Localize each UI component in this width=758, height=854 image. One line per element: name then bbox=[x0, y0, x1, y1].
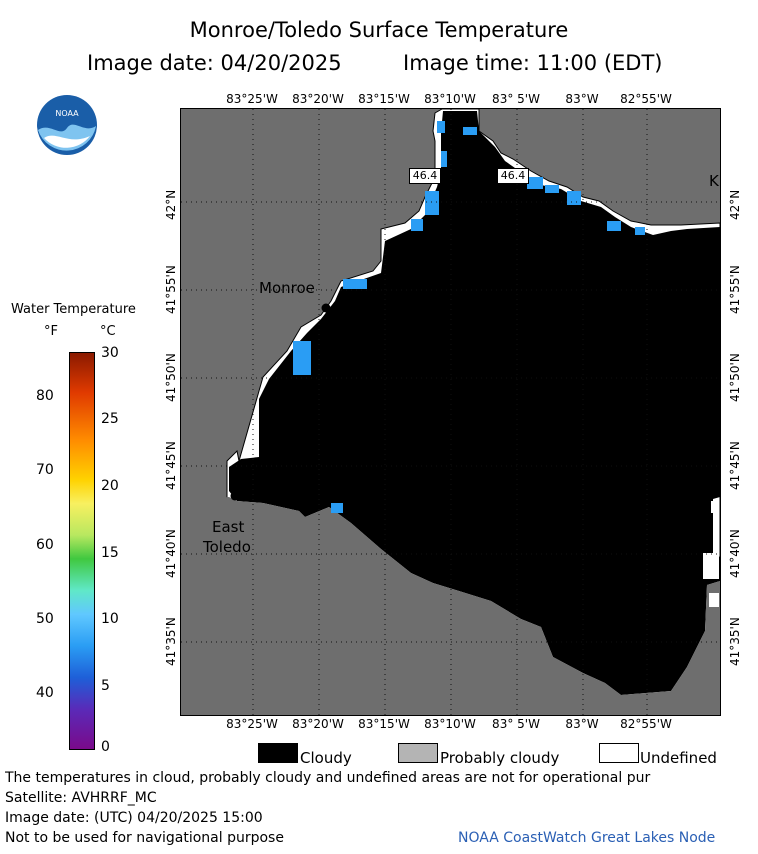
lon-tick-top: 83°15'W bbox=[358, 92, 410, 106]
legend-swatch-probably-cloudy bbox=[398, 743, 438, 763]
legend-label-probably-cloudy: Probably cloudy bbox=[440, 749, 560, 767]
monroe-marker bbox=[321, 303, 331, 313]
lat-tick-right: 42°N bbox=[728, 189, 742, 220]
water-pixel bbox=[411, 219, 423, 231]
colorbar-unit-c: °C bbox=[100, 324, 116, 339]
undefined-pixel bbox=[711, 501, 719, 513]
undefined-pixel bbox=[703, 553, 719, 579]
water-pixel bbox=[425, 191, 439, 215]
lon-tick-top: 83°20'W bbox=[292, 92, 344, 106]
noaa-logo-text: NOAA bbox=[55, 109, 79, 118]
lon-tick-bottom: 82°55'W bbox=[620, 717, 672, 731]
lat-tick-left: 41°35'N bbox=[164, 617, 178, 666]
c-tick-5: 5 bbox=[101, 678, 110, 694]
water-pixel bbox=[527, 177, 543, 189]
footer-disclaimer: The temperatures in cloud, probably clou… bbox=[5, 770, 651, 786]
footer-satellite: Satellite: AVHRRF_MC bbox=[5, 790, 157, 806]
f-tick-40: 40 bbox=[36, 685, 54, 701]
legend-label-cloudy: Cloudy bbox=[300, 749, 352, 767]
water-pixel bbox=[441, 151, 447, 167]
lat-tick-right: 41°40'N bbox=[728, 529, 742, 578]
page-title: Monroe/Toledo Surface Temperature bbox=[189, 18, 569, 42]
lon-tick-top: 83° 5'W bbox=[492, 92, 540, 106]
water-pixel bbox=[607, 221, 621, 231]
water-pixel bbox=[437, 121, 445, 133]
lon-tick-top: 83°25'W bbox=[226, 92, 278, 106]
c-tick-30: 30 bbox=[101, 345, 119, 361]
legend-swatch-undefined bbox=[599, 743, 639, 763]
lon-tick-bottom: 83°15'W bbox=[358, 717, 410, 731]
cloud-area bbox=[229, 111, 720, 695]
colorbar-unit-f: °F bbox=[44, 324, 58, 339]
image-time: Image time: 11:00 (EDT) bbox=[403, 51, 663, 75]
f-tick-60: 60 bbox=[36, 537, 54, 553]
place-label-east: East bbox=[212, 518, 245, 536]
lon-tick-top: 83°W bbox=[565, 92, 599, 106]
image-date: Image date: 04/20/2025 bbox=[87, 51, 342, 75]
colorbar-title: Water Temperature bbox=[11, 302, 136, 317]
colorbar-gradient bbox=[69, 352, 95, 750]
water-pixel bbox=[545, 185, 559, 193]
c-tick-25: 25 bbox=[101, 411, 119, 427]
footer-nav-warning: Not to be used for navigational purpose bbox=[5, 830, 284, 846]
f-tick-50: 50 bbox=[36, 611, 54, 627]
lat-tick-right: 41°45'N bbox=[728, 441, 742, 490]
water-pixel bbox=[635, 227, 645, 235]
lon-tick-top: 83°10'W bbox=[424, 92, 476, 106]
legend-swatch-cloudy bbox=[258, 743, 298, 763]
lon-tick-bottom: 83°25'W bbox=[226, 717, 278, 731]
noaa-logo: NOAA bbox=[36, 94, 98, 156]
map-frame bbox=[180, 108, 721, 716]
water-pixel bbox=[343, 279, 367, 289]
water-pixel bbox=[293, 341, 311, 375]
footer-credit: NOAA CoastWatch Great Lakes Node bbox=[458, 830, 716, 846]
c-tick-0: 0 bbox=[101, 739, 110, 755]
f-tick-80: 80 bbox=[36, 388, 54, 404]
lat-tick-right: 41°35'N bbox=[728, 617, 742, 666]
land-area bbox=[181, 497, 720, 715]
place-label-toledo: Toledo bbox=[203, 538, 251, 556]
legend-label-undefined: Undefined bbox=[640, 749, 717, 767]
lat-tick-left: 41°45'N bbox=[164, 441, 178, 490]
temperature-label: 46.4 bbox=[409, 168, 441, 184]
lat-tick-left: 41°55'N bbox=[164, 265, 178, 314]
place-label-monroe: Monroe bbox=[259, 279, 315, 297]
footer-image-date: Image date: (UTC) 04/20/2025 15:00 bbox=[5, 810, 263, 826]
lon-tick-bottom: 83°W bbox=[565, 717, 599, 731]
c-tick-20: 20 bbox=[101, 478, 119, 494]
water-pixel bbox=[463, 127, 477, 135]
east-toledo-marker bbox=[230, 491, 240, 501]
place-label-edge: K bbox=[709, 172, 719, 190]
lat-tick-left: 41°50'N bbox=[164, 353, 178, 402]
c-tick-15: 15 bbox=[101, 545, 119, 561]
water-pixel bbox=[331, 503, 343, 513]
c-tick-10: 10 bbox=[101, 611, 119, 627]
lon-tick-top: 82°55'W bbox=[620, 92, 672, 106]
lon-tick-bottom: 83°20'W bbox=[292, 717, 344, 731]
lat-tick-right: 41°50'N bbox=[728, 353, 742, 402]
graticule bbox=[181, 109, 720, 715]
undefined-pixel bbox=[709, 593, 719, 607]
lat-tick-right: 41°55'N bbox=[728, 265, 742, 314]
f-tick-70: 70 bbox=[36, 462, 54, 478]
lat-tick-left: 41°40'N bbox=[164, 529, 178, 578]
lon-tick-bottom: 83°10'W bbox=[424, 717, 476, 731]
water-pixel bbox=[567, 191, 581, 205]
temperature-label: 46.4 bbox=[497, 168, 529, 184]
lon-tick-bottom: 83° 5'W bbox=[492, 717, 540, 731]
lat-tick-left: 42°N bbox=[164, 189, 178, 220]
